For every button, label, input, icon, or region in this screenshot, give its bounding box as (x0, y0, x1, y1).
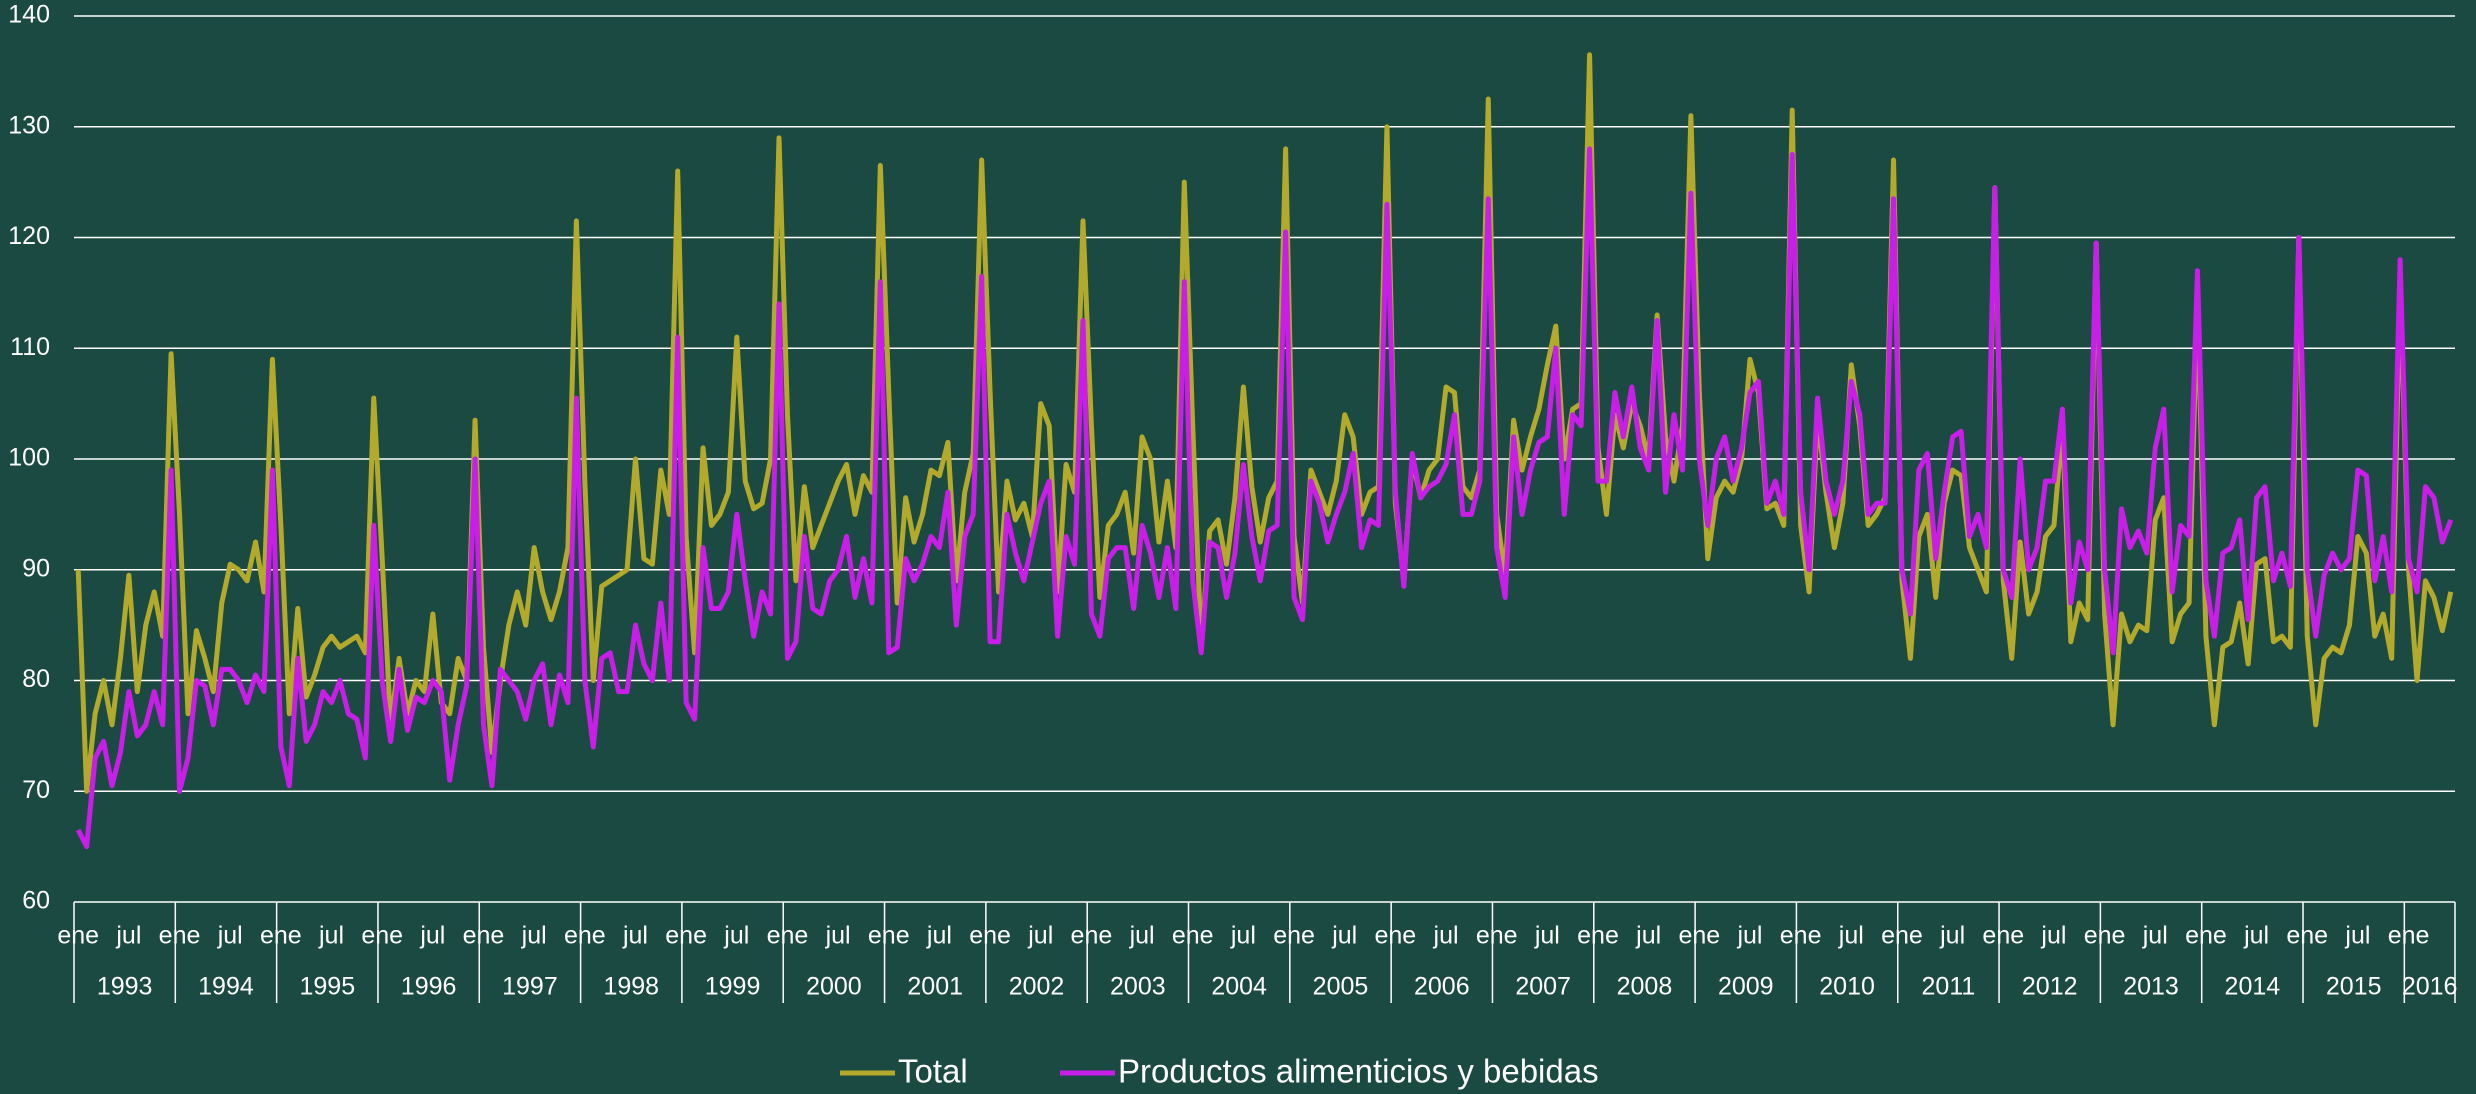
x-tick-label: jul (318, 922, 344, 950)
year-label: 2015 (2326, 973, 2382, 1001)
y-tick-label: 130 (8, 111, 50, 139)
x-tick-label: ene (159, 922, 201, 950)
year-label: 2005 (1313, 973, 1369, 1001)
year-label: 2011 (1922, 973, 1976, 1001)
x-tick-label: ene (564, 922, 606, 950)
legend-label: Productos alimenticios y bebidas (1118, 1053, 1599, 1090)
year-label: 2006 (1414, 973, 1470, 1001)
x-tick-label: jul (419, 922, 445, 950)
x-tick-label: ene (1476, 922, 1518, 950)
year-label: 2003 (1110, 973, 1166, 1001)
year-label: 2016 (2402, 973, 2458, 1001)
x-tick-label: ene (767, 922, 809, 950)
year-label: 2009 (1718, 973, 1774, 1001)
x-tick-label: ene (57, 922, 99, 950)
year-label: 1999 (705, 973, 761, 1001)
x-tick-label: ene (2388, 922, 2430, 950)
x-tick-label: jul (926, 922, 952, 950)
year-label: 2008 (1617, 973, 1673, 1001)
year-label: 2000 (806, 973, 862, 1001)
x-tick-label: ene (2286, 922, 2328, 950)
x-tick-label: jul (1433, 922, 1459, 950)
x-tick-label: jul (825, 922, 851, 950)
x-tick-label: jul (622, 922, 648, 950)
x-tick-label: jul (1331, 922, 1357, 950)
y-tick-label: 80 (22, 665, 50, 693)
year-label: 2001 (907, 973, 963, 1001)
x-tick-label: jul (521, 922, 547, 950)
y-tick-label: 60 (22, 887, 50, 915)
year-label: 2007 (1515, 973, 1571, 1001)
year-label: 2010 (1819, 973, 1875, 1001)
x-tick-label: jul (1838, 922, 1864, 950)
x-tick-label: jul (1129, 922, 1155, 950)
year-label: 1997 (502, 973, 558, 1001)
y-tick-label: 90 (22, 554, 50, 582)
x-tick-label: ene (1172, 922, 1214, 950)
x-tick-label: jul (115, 922, 141, 950)
x-tick-label: jul (2344, 922, 2370, 950)
x-tick-label: jul (1534, 922, 1560, 950)
year-label: 1995 (299, 973, 355, 1001)
x-tick-label: jul (1230, 922, 1256, 950)
x-tick-label: jul (2243, 922, 2269, 950)
x-tick-label: ene (1780, 922, 1822, 950)
x-tick-label: ene (1982, 922, 2024, 950)
x-tick-label: ene (969, 922, 1011, 950)
x-tick-label: jul (1939, 922, 1965, 950)
year-label: 2014 (2225, 973, 2281, 1001)
x-tick-label: jul (1635, 922, 1661, 950)
x-tick-label: jul (1736, 922, 1762, 950)
series-line (75, 146, 2454, 850)
y-tick-label: 120 (8, 222, 50, 250)
legend-label: Total (898, 1053, 968, 1090)
y-tick-label: 100 (8, 444, 50, 472)
x-tick-label: ene (260, 922, 302, 950)
x-tick-label: ene (1071, 922, 1113, 950)
year-label: 2013 (2123, 973, 2179, 1001)
x-tick-label: ene (1881, 922, 1923, 950)
x-tick-label: jul (217, 922, 243, 950)
x-tick-label: jul (1027, 922, 1053, 950)
x-tick-label: ene (1678, 922, 1720, 950)
x-tick-label: ene (1577, 922, 1619, 950)
year-label: 1996 (401, 973, 457, 1001)
x-tick-label: ene (361, 922, 403, 950)
x-tick-label: jul (2040, 922, 2066, 950)
y-tick-label: 70 (22, 776, 50, 804)
year-label: 2004 (1211, 973, 1267, 1001)
x-tick-label: ene (868, 922, 910, 950)
x-tick-label: ene (665, 922, 707, 950)
x-tick-label: ene (463, 922, 505, 950)
x-tick-label: ene (2084, 922, 2126, 950)
x-tick-label: ene (2185, 922, 2227, 950)
year-label: 1993 (97, 973, 153, 1001)
x-tick-label: ene (1273, 922, 1315, 950)
x-tick-label: jul (2142, 922, 2168, 950)
y-tick-label: 110 (10, 333, 50, 361)
x-tick-label: ene (1375, 922, 1417, 950)
year-label: 2002 (1009, 973, 1065, 1001)
year-label: 1998 (603, 973, 659, 1001)
year-label: 1994 (198, 973, 254, 1001)
year-label: 2012 (2022, 973, 2078, 1001)
y-tick-label: 140 (8, 1, 50, 29)
x-tick-label: jul (723, 922, 749, 950)
